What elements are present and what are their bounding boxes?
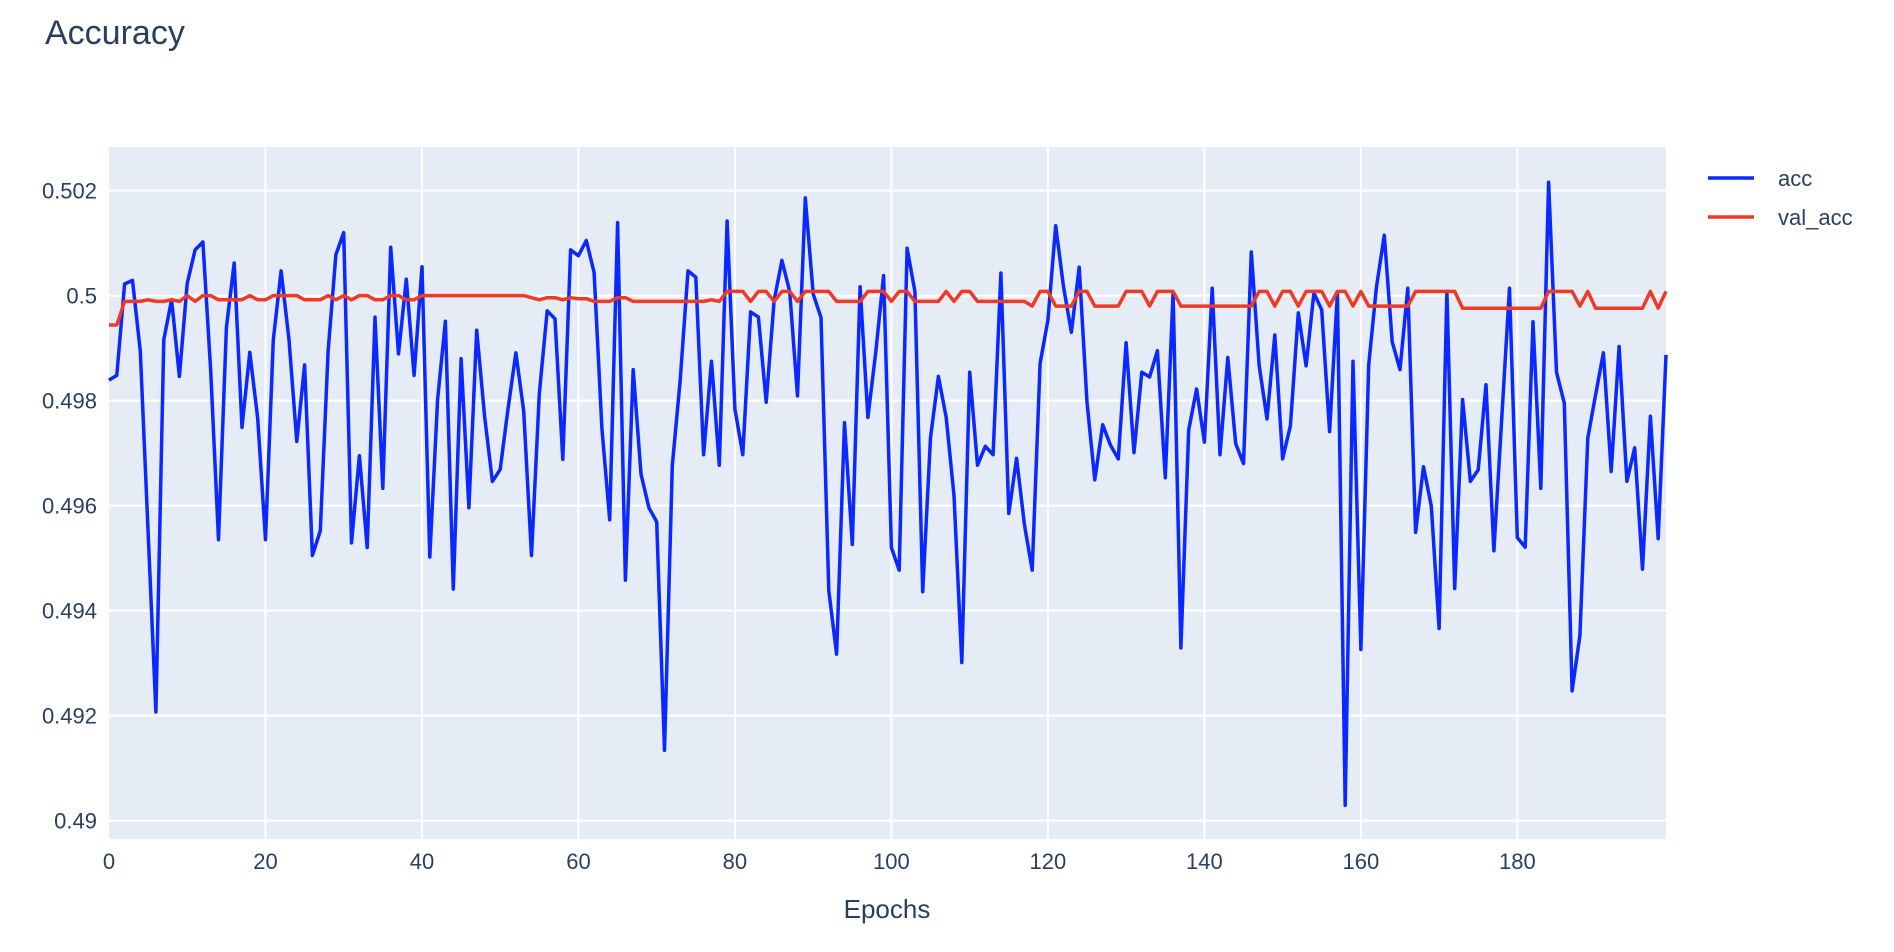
x-tick-label: 20 (253, 849, 277, 874)
x-axis-ticks: 0 20 40 60 80 100 120 140 160 180 (103, 849, 1536, 874)
x-tick-label: 0 (103, 849, 115, 874)
series-line-acc (108, 180, 1668, 808)
x-tick-label: 60 (566, 849, 590, 874)
x-tick-label: 40 (410, 849, 434, 874)
series-lines (108, 180, 1668, 808)
y-axis-ticks: 0.49 0.492 0.494 0.496 0.498 0.5 0.502 (42, 179, 97, 834)
legend-label-val-acc[interactable]: val_acc (1778, 205, 1853, 230)
x-tick-label: 140 (1186, 849, 1223, 874)
y-tick-label: 0.502 (42, 179, 97, 204)
x-tick-label: 100 (873, 849, 910, 874)
x-tick-label: 80 (723, 849, 747, 874)
legend-label-acc[interactable]: acc (1778, 166, 1812, 191)
series-line-val-acc (109, 289, 1668, 327)
y-tick-label: 0.5 (66, 284, 97, 309)
x-tick-label: 180 (1499, 849, 1536, 874)
x-axis-title: Epochs (844, 894, 931, 924)
y-tick-label: 0.496 (42, 494, 97, 519)
y-tick-label: 0.492 (42, 704, 97, 729)
x-tick-label: 160 (1342, 849, 1379, 874)
x-tick-label: 120 (1030, 849, 1067, 874)
y-tick-label: 0.49 (54, 809, 97, 834)
legend[interactable]: acc val_acc (1708, 166, 1853, 230)
y-tick-label: 0.498 (42, 389, 97, 414)
chart-title: Accuracy (45, 14, 185, 52)
y-tick-label: 0.494 (42, 599, 97, 624)
